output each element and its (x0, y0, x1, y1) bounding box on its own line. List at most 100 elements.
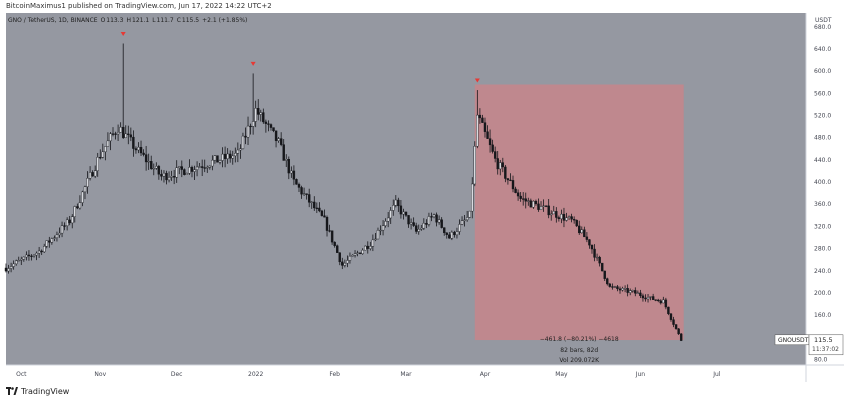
candle-body (450, 231, 454, 239)
candle-body (437, 219, 441, 223)
candlestick-series (4, 43, 683, 342)
candle-body (211, 159, 214, 167)
legend-c-label: C (177, 17, 181, 24)
candle-body (198, 166, 201, 168)
candle-body (555, 211, 558, 218)
candle-body (73, 206, 76, 217)
candle-body (129, 134, 133, 138)
candle-body (137, 146, 140, 151)
candle-body (170, 176, 173, 178)
time-tick-label: Feb (329, 371, 340, 378)
candle-body (300, 187, 303, 195)
candle-body (534, 200, 538, 205)
candle-body (481, 117, 484, 123)
candle-body (315, 207, 319, 209)
candle-body (185, 173, 189, 175)
candle-body (249, 125, 252, 128)
candle-body (595, 256, 599, 259)
candle-body (560, 213, 563, 220)
candle-body (478, 114, 482, 119)
candle-body (45, 240, 48, 247)
candle-body (608, 283, 612, 287)
peak-marker-icon (474, 78, 480, 83)
candle-body (162, 172, 166, 177)
candle-body (93, 170, 97, 177)
candle-body (338, 252, 341, 263)
candle-body (679, 333, 683, 341)
candle-body (532, 200, 535, 208)
time-tick-label: Apr (480, 371, 491, 378)
candle-body (465, 217, 469, 221)
price-tick-label: 280.0 (814, 246, 831, 253)
time-tick-label: 2022 (248, 371, 263, 378)
candle-body (264, 121, 268, 124)
candle-body (262, 112, 265, 123)
time-axis-ticks: Oct Nov Dec 2022 Feb Mar Apr May Jun Jul (16, 371, 721, 378)
candle-body (221, 153, 224, 161)
candle-body (279, 138, 283, 145)
price-chart[interactable]: 80.0 160.0 200.0 240.0 280.0 320.0 360.0 400.0 4… (0, 13, 850, 382)
candle-body (188, 167, 191, 174)
candle-body (519, 195, 522, 199)
candle-body (310, 201, 313, 203)
candle-body (183, 169, 186, 175)
currency-label: USDT (815, 17, 832, 24)
candle-body (104, 146, 107, 153)
candle-body (603, 270, 606, 279)
candle-body (443, 227, 446, 234)
candle-body (277, 138, 280, 141)
tradingview-logo[interactable]: TradingView (6, 387, 69, 396)
candle-body (483, 122, 487, 132)
candle-body (618, 288, 622, 291)
candle-body (63, 225, 66, 227)
price-tick-label: 560.0 (814, 90, 831, 97)
candle-body (12, 263, 15, 267)
candle-body (323, 215, 326, 218)
candle-body (318, 207, 321, 212)
candle-body (152, 168, 155, 170)
candle-body (55, 234, 59, 238)
candle-body (542, 205, 545, 207)
candle-body (572, 219, 576, 221)
candle-body (99, 157, 102, 159)
candle-body (634, 290, 637, 294)
candle-body (381, 225, 385, 231)
candle-body (302, 193, 306, 195)
candle-body (629, 290, 632, 293)
candle-body (631, 290, 634, 292)
candle-body (455, 231, 459, 236)
candle-body (58, 232, 61, 236)
candle-body (621, 288, 624, 291)
peak-marker-icon (250, 61, 256, 66)
candle-body (297, 184, 301, 188)
candle-body (504, 166, 507, 179)
measure-volume: Vol 209.072K (559, 357, 600, 364)
candle-body (336, 245, 339, 253)
plot-area[interactable] (6, 13, 806, 365)
candle-body (328, 230, 331, 232)
candle-body (292, 170, 296, 180)
candle-body (353, 253, 357, 256)
time-axis[interactable] (6, 365, 844, 382)
legend-o-label: O (101, 17, 106, 24)
candle-body (407, 215, 410, 225)
current-symbol: GNOUSDT (778, 337, 809, 344)
legend-c-value: 115.5 (182, 17, 199, 24)
candle-body (7, 268, 10, 272)
legend-change: +2.1 (+1.85%) (202, 17, 247, 24)
candle-body (458, 224, 461, 232)
legend-o-value: 113.3 (106, 17, 123, 24)
candle-body (524, 198, 527, 202)
candle-body (229, 153, 232, 159)
candle-body (562, 213, 566, 221)
candle-body (175, 167, 178, 178)
candle-body (274, 130, 278, 141)
candle-body (155, 166, 158, 169)
candle-body (48, 240, 51, 243)
candle-body (25, 254, 28, 258)
price-axis[interactable] (806, 13, 844, 365)
candle-body (427, 216, 431, 225)
candle-body (76, 206, 79, 209)
measure-tool[interactable] (474, 84, 684, 341)
candle-body (361, 249, 364, 254)
